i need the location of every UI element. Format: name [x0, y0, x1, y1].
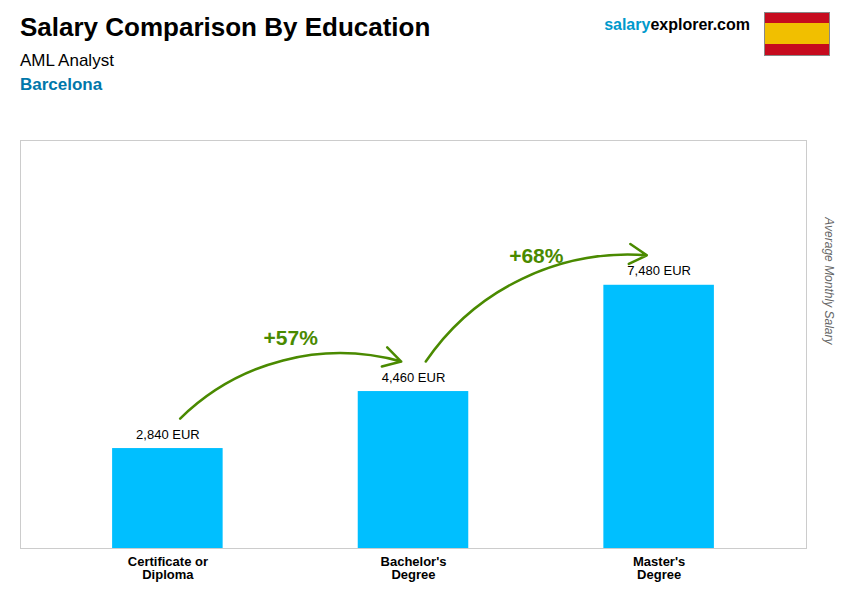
svg-text:Average Monthly Salary: Average Monthly Salary: [822, 216, 836, 345]
html-text:Barcelona: Barcelona: [20, 75, 103, 94]
svg-text:2,840 EUR: 2,840 EUR: [136, 427, 200, 442]
svg-text:4,460 EUR: 4,460 EUR: [382, 370, 446, 385]
html-text:Salary Comparison By Education: Salary Comparison By Education: [20, 12, 431, 42]
svg-text:Master'sDegree: Master'sDegree: [633, 554, 685, 582]
svg-text:Certificate orDiploma: Certificate orDiploma: [128, 554, 208, 582]
svg-text:+57%: +57%: [264, 326, 319, 349]
html-text:AML Analyst: AML Analyst: [20, 51, 114, 70]
svg-text:7,480 EUR: 7,480 EUR: [627, 263, 691, 278]
svg-text:+68%: +68%: [509, 244, 564, 267]
html-text:salary explorer.com: salary explorer.com: [604, 16, 750, 33]
svg-text:Bachelor'sDegree: Bachelor'sDegree: [381, 554, 447, 582]
